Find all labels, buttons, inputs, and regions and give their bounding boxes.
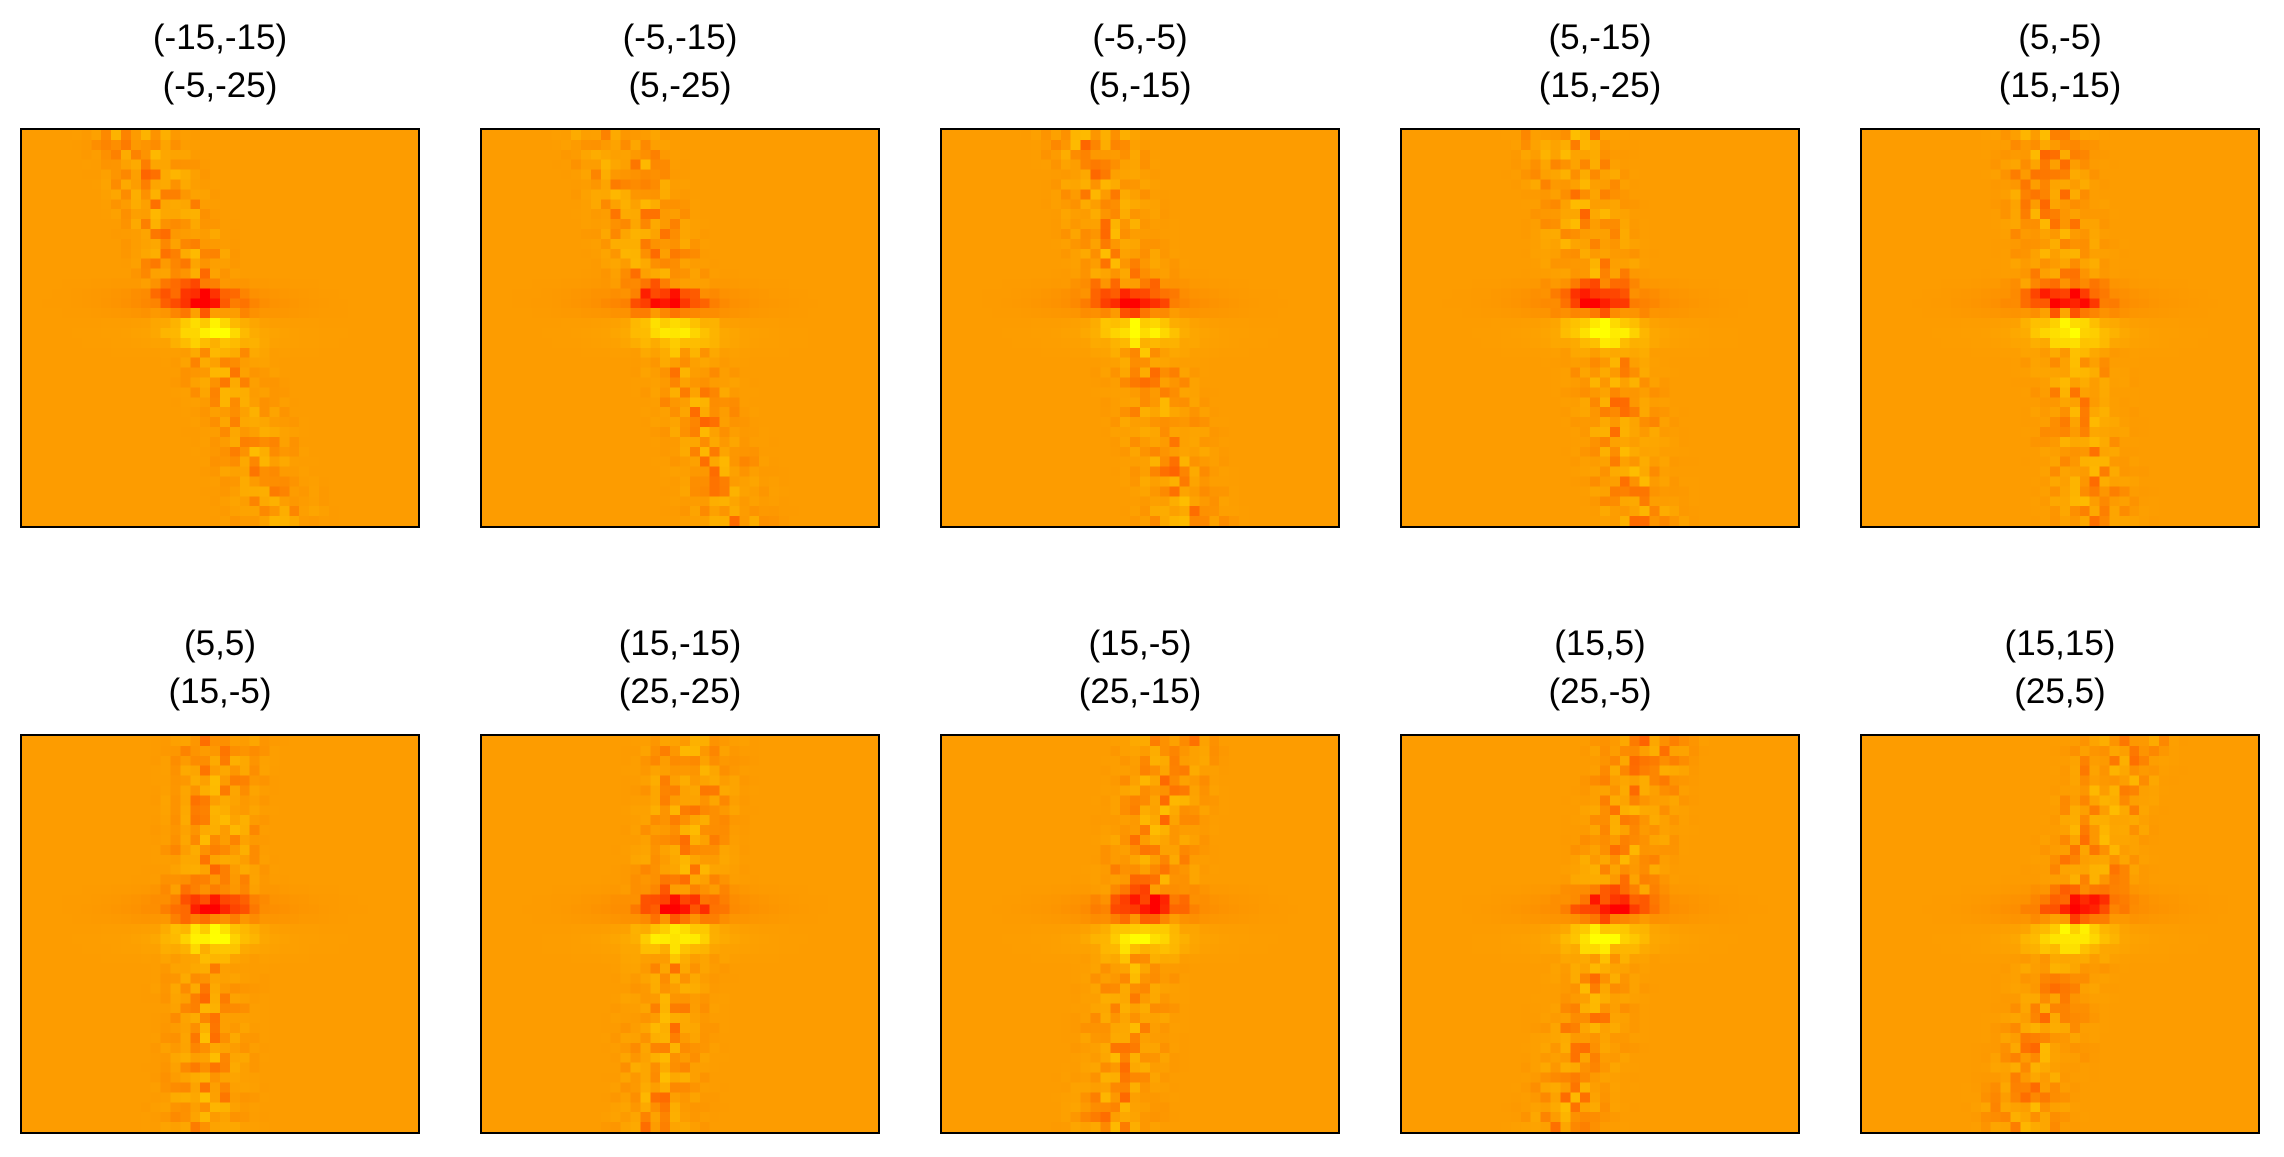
heatmap-panel: [1860, 734, 2260, 1134]
panel-title-line1: (5,-15): [1548, 18, 1652, 57]
panel-title: (-15,-15) (-5,-25): [20, 14, 420, 110]
panel-title: (5,-5) (15,-15): [1860, 14, 2260, 110]
panel-title: (5,-15) (15,-25): [1400, 14, 1800, 110]
heatmap-canvas: [482, 130, 878, 526]
panel-title-line1: (5,-5): [2018, 18, 2102, 57]
panel-title-line1: (15,-15): [618, 624, 742, 663]
panel-title-line2: (25,-25): [618, 672, 742, 711]
heatmap-canvas: [1402, 736, 1798, 1132]
panel-title-line1: (5,5): [184, 624, 256, 663]
heatmap-panel: [20, 734, 420, 1134]
heatmap-canvas: [1402, 130, 1798, 526]
heatmap-canvas: [1862, 130, 2258, 526]
heatmap-canvas: [22, 736, 418, 1132]
heatmap-canvas: [942, 736, 1338, 1132]
panel-title: (15,-15) (25,-25): [480, 620, 880, 716]
heatmap-panel: [940, 128, 1340, 528]
panel-title-line2: (25,-15): [1078, 672, 1202, 711]
panel-title-line2: (25,-5): [1548, 672, 1652, 711]
panel-title-line1: (-15,-15): [152, 18, 288, 57]
panel-title: (15,15) (25,5): [1860, 620, 2260, 716]
heatmap-panel: [480, 128, 880, 528]
heatmap-panel: [480, 734, 880, 1134]
panel-title-line1: (15,5): [1554, 624, 1646, 663]
heatmap-panel: [940, 734, 1340, 1134]
panel-title-line2: (15,-5): [168, 672, 272, 711]
heatmap-canvas: [482, 736, 878, 1132]
panel-title-line2: (15,-15): [1998, 66, 2122, 105]
heatmap-panel: [1400, 128, 1800, 528]
panel-title-line2: (5,-15): [1088, 66, 1192, 105]
panel-title: (-5,-5) (5,-15): [940, 14, 1340, 110]
panel-title-line2: (5,-25): [628, 66, 732, 105]
panel-title-line1: (-5,-15): [622, 18, 738, 57]
panel-title-line2: (25,5): [2014, 672, 2106, 711]
panel-title-line2: (-5,-25): [162, 66, 278, 105]
panel-title-line1: (15,-5): [1088, 624, 1192, 663]
panel-title-line1: (15,15): [2004, 624, 2116, 663]
heatmap-canvas: [942, 130, 1338, 526]
panel-title-line2: (15,-25): [1538, 66, 1662, 105]
heatmap-panel: [1860, 128, 2260, 528]
panel-title: (15,5) (25,-5): [1400, 620, 1800, 716]
panel-title-line1: (-5,-5): [1092, 18, 1188, 57]
heatmap-panel: [20, 128, 420, 528]
panel-title: (5,5) (15,-5): [20, 620, 420, 716]
panel-title: (15,-5) (25,-15): [940, 620, 1340, 716]
panel-title: (-5,-15) (5,-25): [480, 14, 880, 110]
heatmap-panel: [1400, 734, 1800, 1134]
heatmap-canvas: [1862, 736, 2258, 1132]
heatmap-canvas: [22, 130, 418, 526]
